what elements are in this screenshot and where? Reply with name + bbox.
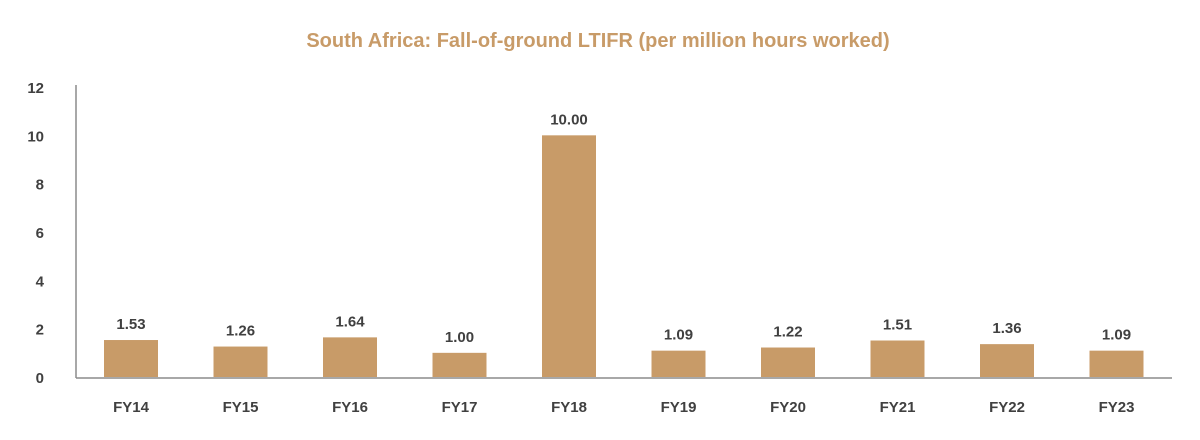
data-label: 1.09 (664, 327, 693, 344)
chart-title: South Africa: Fall-of-ground LTIFR (per … (306, 30, 889, 52)
data-label: 10.00 (550, 111, 588, 128)
bars (104, 135, 1144, 377)
y-axis-ticks: 0 2 4 6 8 10 12 (27, 80, 44, 387)
x-tick-label: FY23 (1099, 399, 1135, 416)
y-tick-label: 4 (36, 273, 45, 290)
x-tick-label: FY17 (442, 399, 478, 416)
x-tick-label: FY18 (551, 399, 587, 416)
bar (870, 340, 925, 377)
data-label: 1.51 (883, 317, 912, 334)
data-label: 1.00 (445, 329, 474, 346)
data-label: 1.64 (335, 313, 365, 330)
x-tick-label: FY19 (661, 399, 697, 416)
bar (651, 350, 706, 377)
bar (542, 135, 596, 377)
bar (761, 347, 815, 377)
bar (104, 340, 158, 377)
x-tick-label: FY16 (332, 399, 368, 416)
data-label: 1.26 (226, 323, 255, 340)
y-tick-label: 2 (36, 322, 44, 339)
bar (323, 337, 377, 377)
y-tick-label: 0 (36, 370, 44, 387)
x-tick-label: FY20 (770, 399, 806, 416)
x-tick-label: FY15 (223, 399, 259, 416)
bar (1089, 350, 1144, 377)
data-labels: 1.53 1.26 1.64 1.00 10.00 1.09 1.22 1.51 1.36 1.0… (116, 111, 1131, 346)
x-axis-labels: FY14 FY15 FY16 FY17 FY18 FY19 FY20 FY21 FY22 FY23 (113, 399, 1134, 416)
data-label: 1.22 (773, 324, 802, 341)
y-tick-label: 6 (36, 225, 44, 242)
x-tick-label: FY14 (113, 399, 150, 416)
bar (980, 344, 1034, 377)
y-tick-label: 8 (36, 177, 44, 194)
data-label: 1.09 (1102, 327, 1131, 344)
bar (213, 346, 268, 377)
x-tick-label: FY22 (989, 399, 1025, 416)
bar (432, 352, 487, 377)
x-tick-label: FY21 (880, 399, 916, 416)
data-label: 1.36 (992, 320, 1021, 337)
y-tick-label: 12 (27, 80, 44, 97)
data-label: 1.53 (116, 316, 145, 333)
y-tick-label: 10 (27, 128, 44, 145)
